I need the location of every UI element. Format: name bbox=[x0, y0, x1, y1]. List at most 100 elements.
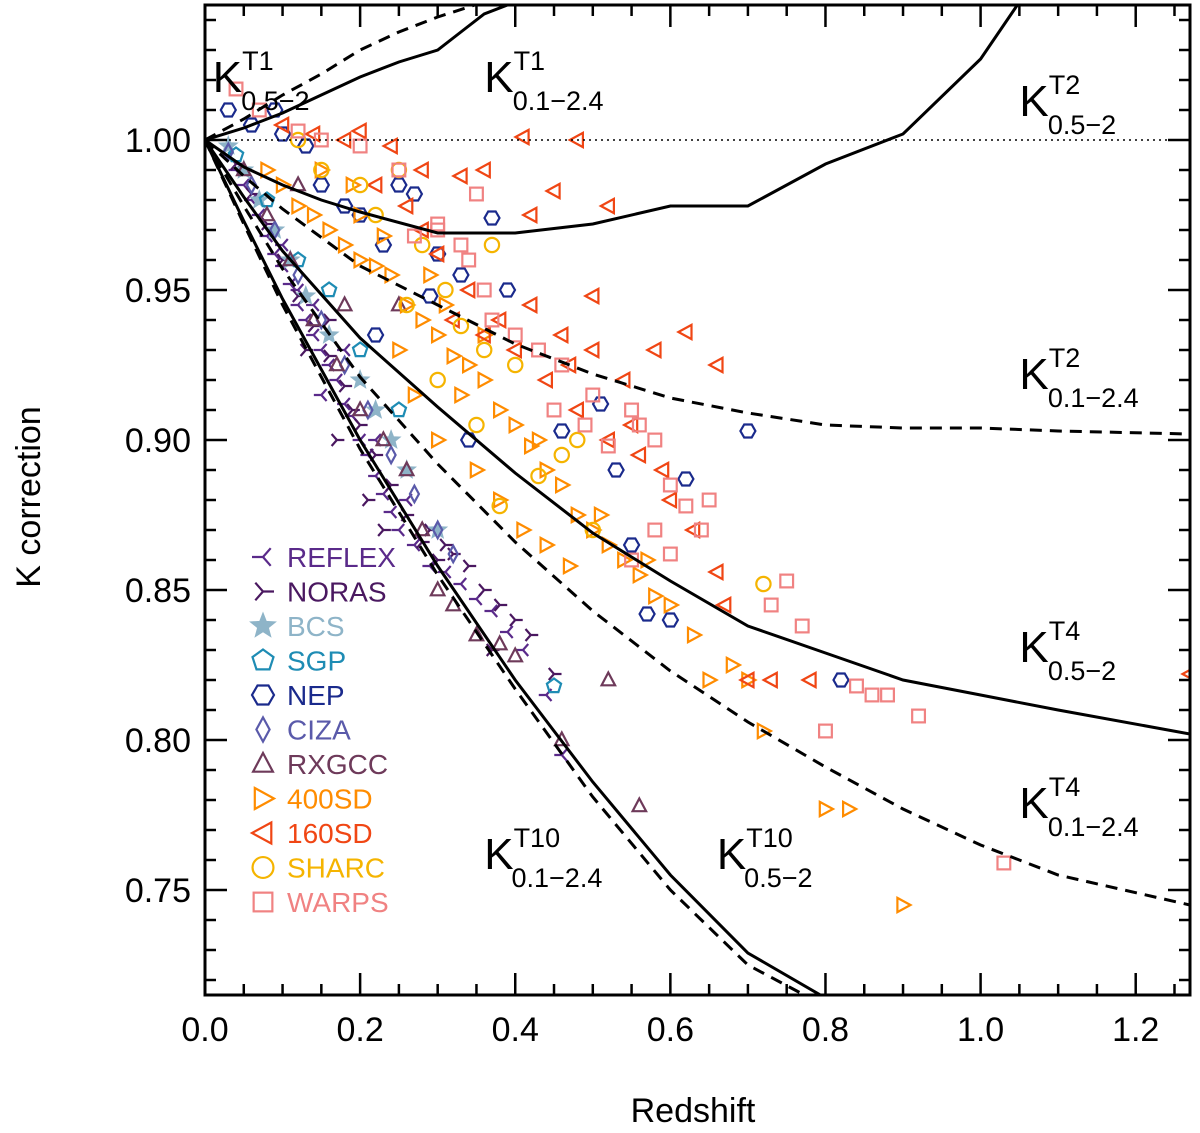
data-point-warps bbox=[476, 282, 492, 298]
data-point-160sd bbox=[629, 446, 647, 464]
data-point-rxgcc bbox=[506, 646, 524, 663]
data-point-160sd bbox=[707, 563, 724, 581]
data-point-warps bbox=[430, 216, 446, 232]
legend-label: 400SD bbox=[287, 784, 373, 815]
data-point-ciza bbox=[338, 354, 351, 376]
data-point-160sd bbox=[582, 341, 600, 359]
data-point-nep bbox=[273, 126, 292, 142]
data-point-160sd bbox=[513, 128, 530, 146]
legend-label: 160SD bbox=[287, 818, 373, 849]
data-point-400sd bbox=[306, 206, 324, 224]
data-point-nep bbox=[312, 177, 331, 193]
curve-label: KT1 0.1−2.4 bbox=[484, 46, 603, 116]
curve-2 bbox=[205, 5, 1020, 235]
data-point-rxgcc bbox=[328, 355, 346, 372]
series-layer bbox=[217, 81, 1190, 914]
data-point-160sd bbox=[598, 197, 616, 215]
curve-label: KT2 0.1−2.4 bbox=[1019, 343, 1138, 413]
y-tick-label: 1.00 bbox=[125, 122, 191, 160]
data-point-sharc bbox=[530, 467, 547, 485]
data-point-sharc bbox=[755, 575, 772, 593]
data-point-sharc bbox=[390, 161, 408, 179]
data-point-warps bbox=[484, 312, 500, 328]
data-point-ciza bbox=[245, 174, 258, 196]
data-point-warps bbox=[678, 498, 694, 514]
data-point-noras bbox=[439, 538, 453, 552]
data-point-warps bbox=[662, 477, 678, 493]
data-point-sgp bbox=[320, 281, 338, 298]
data-point-160sd bbox=[714, 596, 732, 614]
data-point-160sd bbox=[621, 416, 639, 434]
data-point-sharc bbox=[569, 431, 586, 449]
data-point-nep bbox=[366, 327, 385, 343]
data-point-bcs bbox=[427, 519, 449, 539]
x-tick-label: 0.8 bbox=[802, 1011, 849, 1049]
data-point-400sd bbox=[539, 536, 557, 554]
series-400sd bbox=[260, 161, 913, 914]
data-point-400sd bbox=[640, 551, 657, 569]
data-point-rxgcc bbox=[429, 580, 447, 597]
data-point-nep bbox=[622, 537, 641, 553]
data-point-warps bbox=[251, 102, 267, 118]
x-tick-label: 0.4 bbox=[492, 1011, 539, 1049]
data-point-rxgcc bbox=[336, 295, 354, 312]
data-point-reflex bbox=[383, 505, 398, 519]
data-point-warps bbox=[996, 855, 1012, 871]
curve-label: KT1 0.5−2 bbox=[213, 46, 310, 116]
data-point-warps bbox=[817, 723, 833, 739]
curve-label: KT2 0.5−2 bbox=[1019, 70, 1116, 140]
x-tick-label: 0.6 bbox=[647, 1011, 694, 1049]
data-point-warps bbox=[406, 228, 422, 244]
data-point-400sd bbox=[337, 236, 355, 254]
data-point-reflex bbox=[499, 625, 514, 639]
series-160sd bbox=[272, 116, 1190, 689]
data-point-400sd bbox=[423, 266, 440, 284]
data-point-warps bbox=[600, 438, 616, 454]
data-point-nep bbox=[351, 207, 369, 223]
data-point-nep bbox=[266, 102, 284, 118]
data-point-nep bbox=[677, 471, 695, 487]
data-point-rxgcc bbox=[398, 460, 416, 477]
data-point-rxgcc bbox=[258, 205, 276, 222]
data-point-sgp bbox=[390, 401, 408, 418]
data-point-sharc bbox=[468, 416, 485, 434]
curve-label-layer: KT1 0.5−2 KT1 0.1−2.4 KT2 0.5−2 KT2 0.1−2.4 KT4 0… bbox=[213, 46, 1139, 893]
legend-entry-400sd: 400SD bbox=[253, 784, 373, 815]
y-tick-label: 0.75 bbox=[125, 872, 191, 910]
data-point-400sd bbox=[508, 416, 526, 434]
legend-marker-reflex bbox=[252, 547, 272, 567]
data-point-noras bbox=[354, 418, 368, 432]
data-point-reflex bbox=[554, 748, 568, 762]
data-point-400sd bbox=[725, 656, 743, 674]
data-point-400sd bbox=[841, 800, 859, 818]
data-point-warps bbox=[290, 123, 306, 139]
data-point-400sd bbox=[260, 161, 277, 179]
data-point-rxgcc bbox=[351, 400, 369, 417]
data-point-reflex bbox=[406, 538, 421, 552]
data-point-rxgcc bbox=[413, 520, 431, 537]
data-point-warps bbox=[864, 687, 880, 703]
data-point-reflex bbox=[313, 388, 328, 402]
data-point-rxgcc bbox=[467, 625, 486, 642]
data-point-noras bbox=[493, 598, 508, 612]
curve-0 bbox=[205, 5, 480, 142]
data-point-reflex bbox=[391, 523, 405, 537]
data-point-ciza bbox=[362, 399, 374, 421]
data-point-warps bbox=[631, 417, 647, 433]
y-tick-label: 0.95 bbox=[125, 272, 191, 310]
data-point-400sd bbox=[415, 311, 433, 329]
data-point-sharc bbox=[398, 296, 415, 314]
data-point-warps bbox=[779, 573, 795, 589]
data-point-160sd bbox=[520, 296, 538, 314]
y-tick-label: 0.80 bbox=[125, 722, 191, 760]
data-point-rxgcc bbox=[281, 250, 299, 267]
data-point-ciza bbox=[408, 483, 421, 505]
legend-label: CIZA bbox=[287, 715, 351, 746]
legend-entry-bcs: BCS bbox=[249, 611, 345, 642]
legend-label: SHARC bbox=[287, 853, 385, 884]
data-point-rxgcc bbox=[390, 295, 408, 312]
data-point-160sd bbox=[381, 137, 398, 155]
legend-label: NEP bbox=[287, 680, 345, 711]
curve-label: KT10 0.5−2 bbox=[717, 823, 813, 893]
data-point-warps bbox=[647, 432, 663, 448]
